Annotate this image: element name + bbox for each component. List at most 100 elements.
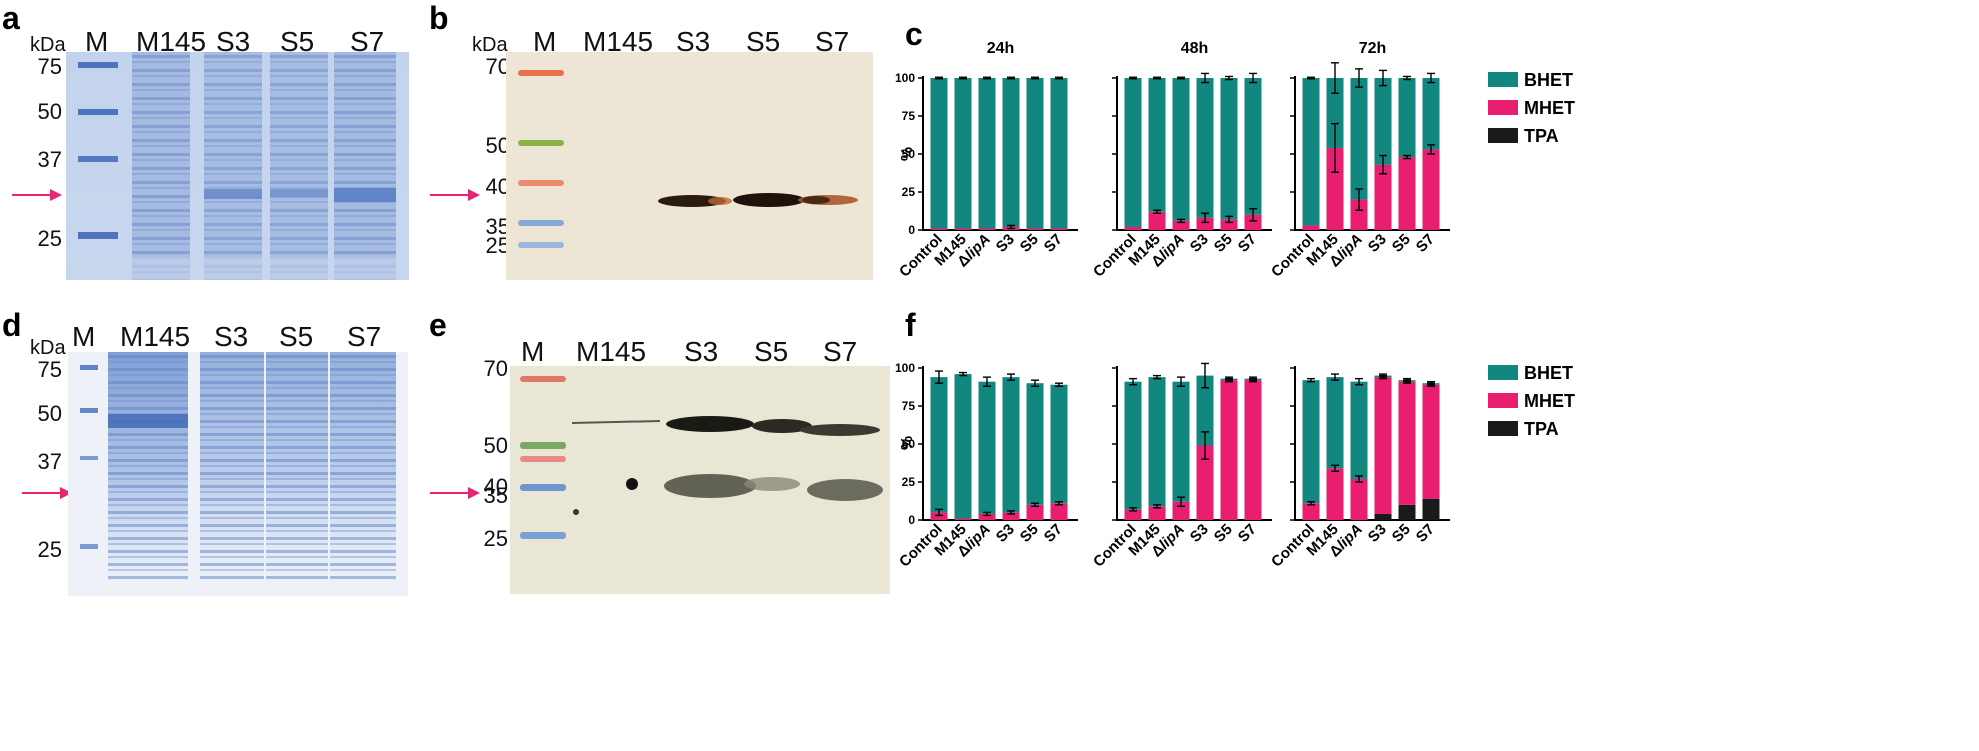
mw-label-e-40: 40 [483,474,508,499]
bar-mhet [1244,214,1262,230]
subplot-title: 24h [987,40,1015,57]
lane-label-a-s7: S7 [350,26,385,57]
legend-swatch-tpa [1488,421,1518,436]
x-tick-label: S3 [1187,231,1212,256]
mw-label-b-35: 35 [485,214,510,239]
x-tick-label: S3 [993,521,1018,546]
band-arrow-b [430,189,480,201]
bar-bhet [1196,78,1214,218]
lane-label-d-m: M [72,321,96,352]
mw-label-b-50: 50 [485,133,510,158]
lane-label-b-s7: S7 [815,26,850,57]
bar-bhet [1124,381,1142,510]
legend-label-tpa: TPA [1524,419,1559,439]
stacked-bar-chart-c: % 025507510024hControlM145ΔlipAS3S5S748h… [895,40,1575,281]
x-tick-label: S3 [993,231,1018,256]
lane-label-e-s5: S5 [754,336,789,367]
bar-mhet [1220,380,1238,520]
bar-bhet [1350,78,1368,200]
bar-mhet [1050,228,1068,230]
bar-mhet [1124,509,1142,520]
x-tick-label: S7 [1235,521,1260,546]
mw-label-d-25: 25 [37,537,62,562]
bar-mhet [1172,501,1190,520]
y-tick-label: 100 [895,361,915,375]
bar-mhet [1302,503,1320,520]
x-tick-label: S7 [1413,521,1438,546]
bar-mhet [1302,225,1320,230]
bar-mhet [954,518,972,520]
bar-bhet [1302,78,1320,226]
bar-bhet [1002,377,1020,513]
bar-mhet [1422,384,1440,499]
bar-mhet [978,513,996,520]
band-arrow-d [22,487,72,499]
western-blot-e [510,366,890,594]
bar-mhet [978,228,996,230]
y-tick-label: 50 [902,437,916,451]
ylabel-c: % [899,147,916,161]
x-tick-label: S5 [1211,231,1236,256]
legend-swatch-bhet [1488,365,1518,380]
bar-bhet [1172,78,1190,221]
y-tick-label: 50 [902,147,916,161]
y-tick-label: 100 [895,71,915,85]
bar-bhet [1244,78,1262,215]
bar-mhet [1196,217,1214,230]
subplot-title: 72h [1359,40,1387,57]
x-tick-label: S5 [1389,231,1414,256]
y-tick-label: 75 [902,399,916,413]
lane-label-b-m: M [533,26,557,57]
mw-label-d-75: 75 [37,357,62,382]
legend-label-bhet: BHET [1524,70,1573,90]
bar-mhet [1398,381,1416,505]
bar-bhet [1196,375,1214,446]
x-tick-label: S5 [1017,231,1042,256]
legend: BHET MHET TPA [1488,70,1575,146]
bar-bhet [1350,381,1368,479]
y-tick-label: 0 [908,513,915,527]
bar-bhet [1148,377,1166,507]
lane-label-b-m145: M145 [583,26,654,57]
bar-bhet [1172,381,1190,502]
legend-label-tpa: TPA [1524,126,1559,146]
y-tick-label: 25 [902,185,916,199]
y-tick-label: 75 [902,109,916,123]
sds-page-gel-d [68,352,408,596]
lane-label-e-s7: S7 [823,336,858,367]
x-tick-label: S5 [1017,521,1042,546]
bar-mhet [1172,220,1190,230]
western-blot-b [506,52,873,280]
panel-label-a: a [2,0,20,36]
y-tick-label: 25 [902,475,916,489]
mw-label-e-50: 50 [483,433,508,458]
legend-swatch-mhet [1488,393,1518,408]
bar-bhet [1398,78,1416,158]
lane-label-a-s3: S3 [216,26,251,57]
bar-bhet [954,78,972,229]
bar-bhet [1050,384,1068,504]
bar-bhet [1050,78,1068,229]
lane-label-b-s3: S3 [676,26,711,57]
lane-label-a-m: M [85,26,109,57]
bar-mhet [1350,199,1368,230]
bar-tpa [1422,498,1440,520]
mw-label-a-25: 25 [37,226,62,251]
bar-mhet [930,228,948,230]
lane-label-d-s5: S5 [279,321,314,352]
bar-bhet [1374,78,1392,165]
bar-bhet [1124,78,1142,227]
bar-bhet [1002,78,1020,227]
kda-label-a: kDa [30,34,66,56]
band-arrow-a [12,189,62,201]
x-tick-label: S5 [1211,521,1236,546]
bar-mhet [1148,506,1166,520]
bar-mhet [1050,503,1068,520]
lane-label-b-s5: S5 [746,26,781,57]
y-tick-label: 0 [908,223,915,237]
legend-swatch-mhet [1488,100,1518,115]
mw-label-a-75: 75 [37,54,62,79]
x-tick-label: S3 [1365,521,1390,546]
